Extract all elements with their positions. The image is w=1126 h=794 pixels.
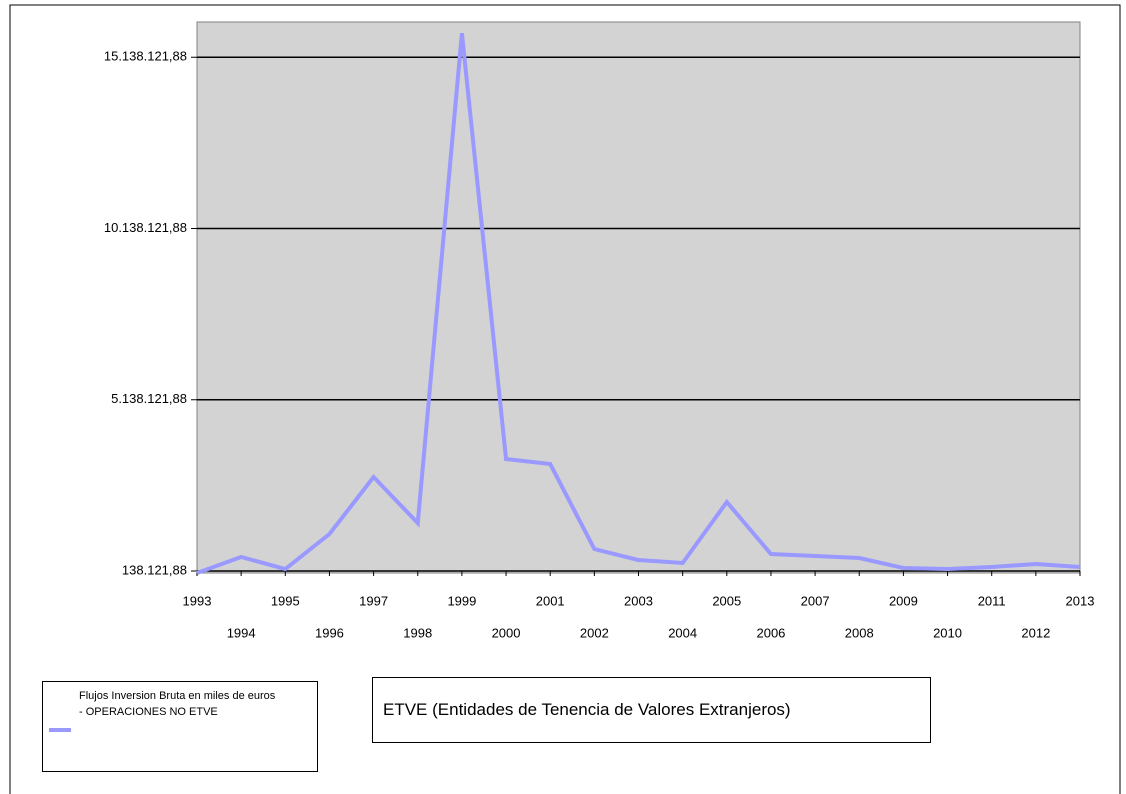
y-tick-label: 5.138.121,88: [111, 391, 187, 406]
x-tick-label: 1998: [403, 625, 432, 640]
x-tick-label: 2001: [536, 593, 565, 608]
x-tick-label: 2006: [756, 625, 785, 640]
x-tick-label: 2003: [624, 593, 653, 608]
x-tick-label: 2012: [1021, 625, 1050, 640]
x-tick-label: 2008: [845, 625, 874, 640]
x-tick-label: 2010: [933, 625, 962, 640]
x-tick-label: 2000: [492, 625, 521, 640]
y-tick-label: 10.138.121,88: [104, 220, 187, 235]
x-tick-label: 1993: [183, 593, 212, 608]
legend-label: Flujos Inversion Bruta en miles de euros…: [79, 690, 276, 718]
y-tick-label: 138.121,88: [122, 562, 187, 577]
legend: Flujos Inversion Bruta en miles de euros…: [42, 681, 318, 772]
x-tick-label: 2013: [1066, 593, 1095, 608]
x-tick-label: 1995: [271, 593, 300, 608]
x-tick-label: 2011: [978, 593, 1006, 608]
frame: [9, 4, 1121, 794]
x-tick-label: 1996: [315, 625, 344, 640]
x-tick-label: 2002: [580, 625, 609, 640]
x-tick-label: 2005: [712, 593, 741, 608]
x-tick-label: 1994: [227, 625, 256, 640]
x-tick-label: 2004: [668, 625, 697, 640]
legend-swatch: [49, 728, 71, 732]
x-tick-label: 2009: [889, 593, 918, 608]
x-tick-label: 1999: [447, 593, 476, 608]
line-series: [196, 33, 1081, 575]
y-tick-label: 15.138.121,88: [104, 49, 187, 64]
annotation: ETVE (Entidades de Tenencia de Valores E…: [372, 677, 931, 743]
x-tick-label: 2007: [801, 593, 830, 608]
x-tick-label: 1997: [359, 593, 388, 608]
plot-area: [196, 21, 1081, 574]
